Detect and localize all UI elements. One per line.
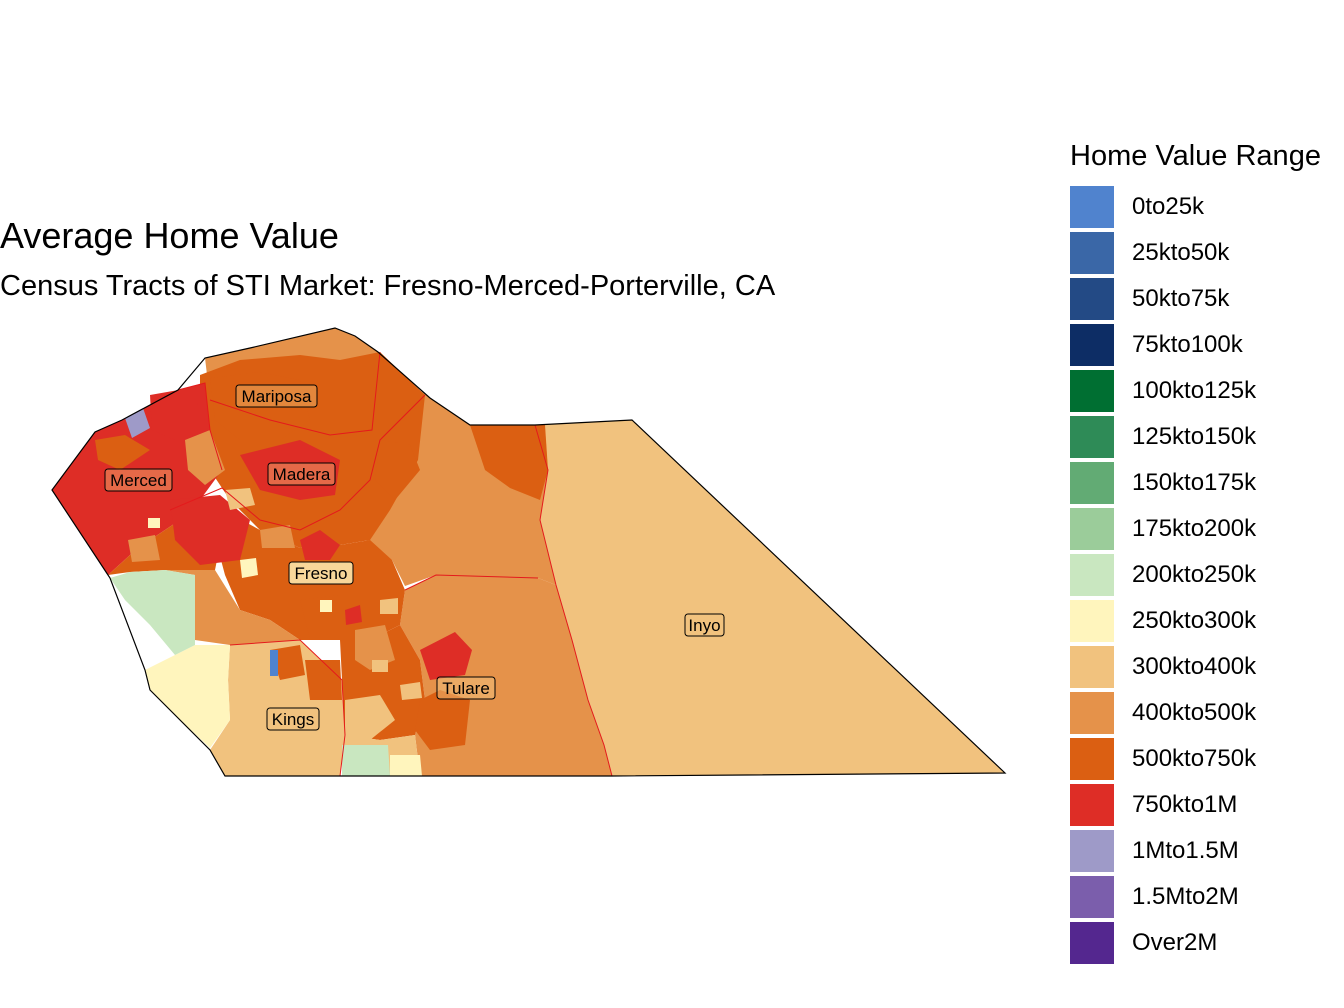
legend-label: 150kto175k [1132, 468, 1256, 498]
legend-swatch [1070, 738, 1114, 780]
label-fresno-text: Fresno [295, 564, 348, 583]
tract [380, 598, 398, 614]
legend-item: 250kto300k [1070, 600, 1321, 646]
label-madera-text: Madera [273, 465, 331, 484]
tract [390, 755, 422, 776]
label-kings: Kings [267, 708, 319, 730]
label-inyo-text: Inyo [688, 616, 720, 635]
label-kings-text: Kings [272, 710, 315, 729]
legend-label: 100kto125k [1132, 376, 1256, 406]
legend-item: 300kto400k [1070, 646, 1321, 692]
label-madera: Madera [268, 463, 335, 485]
tract [270, 650, 278, 676]
legend-title: Home Value Range [1070, 138, 1321, 174]
legend-label: Over2M [1132, 928, 1217, 958]
legend-swatch [1070, 554, 1114, 596]
legend-item: 500kto750k [1070, 738, 1321, 784]
tract [400, 682, 422, 700]
legend-swatch [1070, 830, 1114, 872]
legend-swatch [1070, 462, 1114, 504]
label-mariposa: Mariposa [236, 385, 317, 407]
legend-swatch [1070, 922, 1114, 964]
legend: Home Value Range 0to25k 25kto50k 50kto75k 7… [1070, 138, 1321, 968]
legend-swatch [1070, 876, 1114, 918]
legend-label: 50kto75k [1132, 284, 1229, 314]
legend-label: 175kto200k [1132, 514, 1256, 544]
legend-swatch [1070, 278, 1114, 320]
legend-item: 200kto250k [1070, 554, 1321, 600]
legend-item: 50kto75k [1070, 278, 1321, 324]
legend-item: 150kto175k [1070, 462, 1321, 508]
legend-item: 750kto1M [1070, 784, 1321, 830]
legend-swatch [1070, 646, 1114, 688]
legend-item: 25kto50k [1070, 232, 1321, 278]
legend-swatch [1070, 232, 1114, 274]
tract [372, 660, 388, 672]
region-west-fresno-pale [145, 645, 230, 748]
tract [320, 600, 332, 612]
legend-swatch [1070, 692, 1114, 734]
legend-swatch [1070, 416, 1114, 458]
legend-swatch [1070, 508, 1114, 550]
legend-label: 1Mto1.5M [1132, 836, 1239, 866]
legend-item: 1Mto1.5M [1070, 830, 1321, 876]
legend-item: 125kto150k [1070, 416, 1321, 462]
legend-swatch [1070, 186, 1114, 228]
legend-swatch [1070, 324, 1114, 366]
legend-item: 1.5Mto2M [1070, 876, 1321, 922]
label-fresno: Fresno [289, 562, 353, 584]
legend-swatch [1070, 600, 1114, 642]
legend-label: 75kto100k [1132, 330, 1243, 360]
legend-item: 175kto200k [1070, 508, 1321, 554]
legend-swatch [1070, 370, 1114, 412]
legend-label: 0to25k [1132, 192, 1204, 222]
label-mariposa-text: Mariposa [242, 387, 312, 406]
legend-label: 125kto150k [1132, 422, 1256, 452]
legend-swatch [1070, 784, 1114, 826]
label-tulare: Tulare [437, 677, 495, 699]
legend-label: 1.5Mto2M [1132, 882, 1239, 912]
legend-items: 0to25k 25kto50k 50kto75k 75kto100k 100kto125… [1070, 186, 1321, 968]
label-tulare-text: Tulare [442, 679, 490, 698]
label-merced: Merced [105, 469, 172, 491]
legend-label: 300kto400k [1132, 652, 1256, 682]
legend-item: 75kto100k [1070, 324, 1321, 370]
legend-label: 750kto1M [1132, 790, 1237, 820]
legend-label: 200kto250k [1132, 560, 1256, 590]
legend-item: 0to25k [1070, 186, 1321, 232]
tract [342, 745, 390, 776]
legend-label: 25kto50k [1132, 238, 1229, 268]
tract [305, 660, 342, 700]
label-inyo: Inyo [685, 614, 724, 636]
legend-item: 400kto500k [1070, 692, 1321, 738]
legend-label: 400kto500k [1132, 698, 1256, 728]
region-inyo [535, 420, 1005, 776]
legend-item: Over2M [1070, 922, 1321, 968]
legend-item: 100kto125k [1070, 370, 1321, 416]
label-merced-text: Merced [110, 471, 167, 490]
legend-label: 500kto750k [1132, 744, 1256, 774]
legend-label: 250kto300k [1132, 606, 1256, 636]
tract [148, 518, 160, 528]
tract [240, 558, 258, 578]
